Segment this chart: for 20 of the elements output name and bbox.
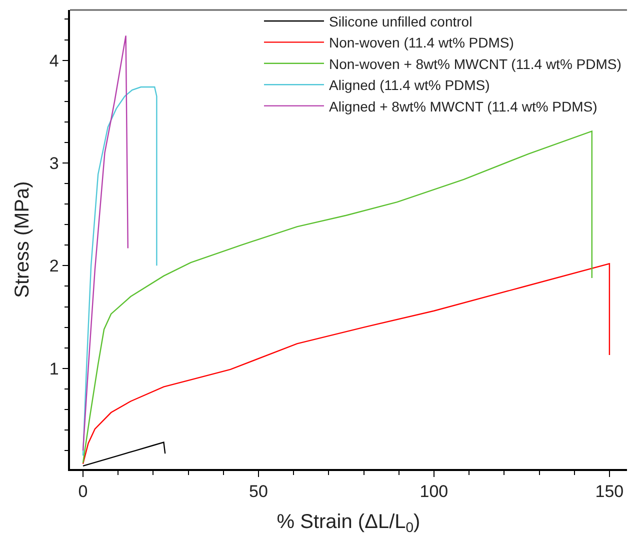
y-tick-label: 4 <box>49 51 59 70</box>
legend-label: Non-woven + 8wt% MWCNT (11.4 wt% PDMS) <box>329 56 622 72</box>
x-tick-label: 150 <box>595 482 624 502</box>
x-tick-label: 100 <box>420 482 448 502</box>
x-tick-label: 50 <box>249 482 268 502</box>
line-series <box>82 86 158 456</box>
x-tick-label: 0 <box>78 482 88 502</box>
y-tick-label: 3 <box>49 154 59 173</box>
y-axis-title: Stress (MPa) <box>11 181 34 298</box>
line-series <box>82 442 166 467</box>
line-series <box>82 263 610 464</box>
y-tick-label: 1 <box>49 359 59 378</box>
y-tick-label: 2 <box>49 256 59 276</box>
legend-label: Aligned (11.4 wt% PDMS) <box>329 77 490 94</box>
x-axis-title: % Strain (ΔL/L$_{0}$) <box>276 510 420 535</box>
legend-label: Silicone unfilled control <box>329 13 472 30</box>
line-series <box>82 130 592 464</box>
line-series <box>82 35 129 452</box>
legend-label: Non-woven (11.4 wt% PDMS) <box>329 34 514 51</box>
legend-label: Aligned + 8wt% MWCNT (11.4 wt% PDMS) <box>329 98 598 114</box>
